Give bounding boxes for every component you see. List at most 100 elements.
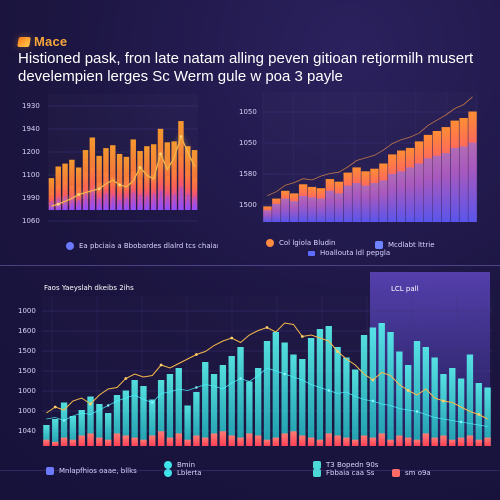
- bottom-main-bar: [149, 399, 156, 446]
- bottom-main-bar: [466, 354, 474, 446]
- top-left-purple-bar: [98, 198, 101, 210]
- bottom-main-bar: [219, 365, 227, 446]
- top-left-pink-bar: [63, 181, 68, 210]
- bottom-secondary-point: [283, 372, 286, 376]
- bottom-red-base-bar: [431, 437, 438, 446]
- top-left-pink-bar: [49, 192, 54, 210]
- bottom-y-tick-label: 1500: [18, 347, 36, 355]
- top-right-blue-bar: [281, 198, 290, 222]
- bottom-red-base-bar: [193, 435, 200, 446]
- top-left-legend-label: Ea pbciaia a Bbobardes dlalrd tcs chaiar…: [79, 242, 218, 250]
- top-left-orange-bar: [164, 142, 171, 210]
- dashboard-subtitle: develempien lerges Sc Werm gule w poa 3 …: [18, 68, 343, 85]
- top-left-pink-bar: [151, 175, 156, 210]
- bottom-secondary-point: [195, 386, 198, 389]
- bottom-red-base-bar: [149, 435, 156, 446]
- top-left-pink-bar: [186, 171, 190, 210]
- bottom-primary-point: [336, 350, 339, 353]
- circle-icon: [164, 461, 172, 469]
- top-right-legend-3: Mcdlabt lttrie: [375, 241, 435, 249]
- top-right-blue-bar: [361, 185, 370, 222]
- rect-icon: [375, 241, 383, 249]
- bottom-red-base-bar: [440, 435, 447, 446]
- top-left-pink-bar: [76, 186, 81, 210]
- top-right-blue-bar: [307, 197, 317, 222]
- top-left-purple-bar: [84, 192, 87, 210]
- bottom-red-base-bar: [290, 431, 297, 446]
- bottom-red-base-bar: [69, 439, 77, 446]
- bottom-legend-6: sm o9a: [392, 469, 431, 477]
- top-right-blue-bar: [263, 210, 272, 222]
- top-left-pink-bar: [124, 177, 129, 210]
- bottom-red-base-bar: [122, 435, 129, 446]
- top-left-pink-bar: [145, 176, 149, 210]
- bottom-main-bar: [307, 338, 315, 446]
- bottom-red-base-bar: [43, 439, 50, 446]
- top-left-purple-bar: [132, 192, 135, 210]
- top-right-blue-bar: [298, 196, 308, 222]
- bottom-red-base-bar: [457, 437, 465, 446]
- top-left-trend-line: [51, 134, 196, 207]
- bottom-main-bar: [272, 332, 279, 446]
- top-right-blue-bar: [397, 171, 406, 222]
- bottom-primary-point: [89, 402, 92, 406]
- bottom-red-base-bar: [413, 439, 421, 446]
- bottom-main-bar: [290, 354, 297, 446]
- top-left-purple-bar: [112, 196, 115, 210]
- bottom-red-base-bar: [202, 437, 209, 446]
- bottom-red-base-bar: [210, 433, 218, 446]
- top-left-trend-point: [138, 166, 142, 169]
- bottom-main-bar: [122, 390, 129, 446]
- bottom-red-base-bar: [484, 437, 491, 446]
- bottom-main-bar: [157, 380, 165, 446]
- bottom-primary-point: [159, 363, 163, 367]
- bottom-main-bar: [228, 356, 235, 446]
- top-left-purple-bar: [125, 198, 128, 210]
- top-right-chart: 1050 1050 1580 1500: [239, 92, 478, 222]
- bottom-red-base-bar: [405, 437, 412, 446]
- brand-mark-icon: [17, 36, 31, 47]
- bottom-legend-label-6: sm o9a: [405, 469, 431, 477]
- bottom-main-bar: [237, 347, 244, 446]
- bottom-y-tick-label: 1000: [18, 307, 36, 315]
- top-left-pink-bar: [179, 156, 184, 210]
- top-left-y-tick-label: 1200: [22, 148, 40, 156]
- bottom-legend-label-5: Fbbaia caa Ss: [326, 469, 375, 477]
- bottom-highlight-label: LCL pall: [391, 285, 419, 293]
- bottom-red-base-bar: [422, 433, 429, 446]
- top-left-trend-point: [159, 152, 162, 156]
- bottom-main-bar: [299, 359, 306, 446]
- bottom-red-base-bar: [272, 437, 279, 446]
- bottom-secondary-point: [415, 410, 419, 413]
- top-left-chart-panel: 1930 1940 1200 1100 1990 1060 Ea pbciaia a Bb…: [18, 92, 218, 262]
- bottom-legend-3: Lblerta: [164, 469, 202, 477]
- bottom-legend-5: Fbbaia caa Ss: [313, 469, 374, 477]
- bottom-main-bar: [440, 374, 447, 446]
- bottom-main-bar: [166, 374, 174, 446]
- small-rect-icon: [308, 250, 315, 256]
- top-left-purple-bar: [180, 186, 183, 210]
- circle-icon: [66, 242, 74, 250]
- top-left-pink-bar: [56, 184, 61, 210]
- top-right-blue-bar: [388, 173, 397, 222]
- bottom-red-base-bar: [352, 439, 359, 446]
- rect-icon: [313, 461, 321, 469]
- top-left-purple-bar: [118, 200, 122, 210]
- top-left-purple-bar: [173, 194, 176, 210]
- bottom-red-base-bar: [105, 439, 112, 446]
- top-left-chart: 1930 1940 1200 1100 1990 1060: [22, 102, 198, 225]
- top-left-purple-bar: [91, 189, 94, 210]
- bottom-main-bar: [431, 357, 438, 446]
- bottom-red-base-bar: [246, 433, 253, 446]
- section-divider: [0, 265, 500, 266]
- bottom-red-base-bar: [131, 437, 138, 446]
- bottom-main-bar: [140, 386, 147, 446]
- top-right-blue-bar: [468, 142, 477, 222]
- top-right-blue-bar: [272, 203, 281, 222]
- bottom-main-bar: [369, 327, 377, 446]
- bottom-red-base-bar: [378, 433, 385, 446]
- bottom-red-base-bar: [140, 439, 147, 446]
- top-left-purple-bar: [146, 196, 149, 210]
- bottom-primary-point: [477, 413, 481, 416]
- bottom-main-bar: [387, 332, 394, 446]
